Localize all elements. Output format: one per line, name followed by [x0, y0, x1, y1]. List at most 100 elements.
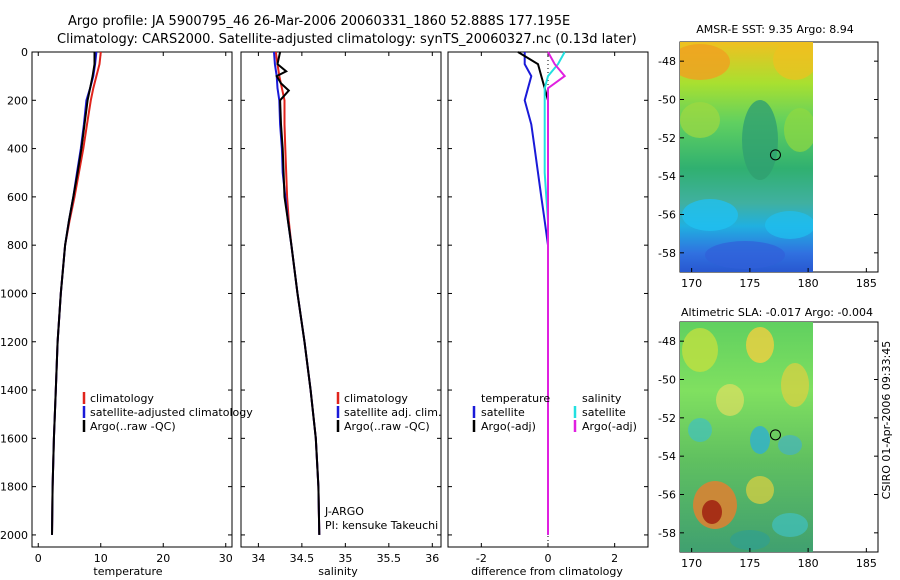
- temperature-legend: climatology satellite-adjusted climatolo…: [82, 392, 253, 433]
- temperature-xlabel: temperature: [93, 565, 162, 578]
- x-tick-label: 34: [251, 552, 265, 565]
- x-tick-label: -2: [476, 552, 487, 565]
- sla-low-patch: [688, 418, 712, 442]
- y-tick-label: -52: [658, 132, 676, 145]
- salinity-ticks: 34 34.5 35 35.5 36: [241, 51, 441, 565]
- sst-patch: [680, 102, 720, 138]
- series-line-argo-adj-temperature-: [517, 51, 549, 535]
- y-tick-label: 1200: [0, 336, 28, 349]
- difference-lines: [517, 51, 567, 547]
- sst-cold-patch: [705, 241, 785, 269]
- x-tick-label: 2: [611, 552, 618, 565]
- x-tick-label: 34.5: [290, 552, 315, 565]
- y-tick-label: 1400: [0, 384, 28, 397]
- legend-label-sal-argo: Argo(-adj): [582, 420, 637, 433]
- header-title: Argo profile: JA 5900795_46 26-Mar-2006 …: [68, 14, 570, 29]
- sla-low-patch: [778, 435, 802, 455]
- legend-label-satellite: satellite adj. clim.: [344, 406, 441, 419]
- series-line-argo-adj-salinity-: [547, 51, 567, 535]
- x-tick-label: 36: [425, 552, 439, 565]
- y-tick-label: 400: [7, 143, 28, 156]
- x-tick-label: 30: [219, 552, 233, 565]
- sst-map-title: AMSR-E SST: 9.35 Argo: 8.94: [696, 23, 854, 36]
- sst-map-ticks: 170 175 180 185 -48 -50 -52 -54 -56 -58: [658, 55, 878, 290]
- csiro-timestamp: CSIRO 01-Apr-2006 09:33:45: [880, 341, 893, 500]
- series-line-argo-raw-qc-: [51, 52, 96, 535]
- x-tick-label: 35.5: [377, 552, 402, 565]
- y-tick-label: 200: [7, 94, 28, 107]
- legend-label-temp-argo: Argo(-adj): [481, 420, 536, 433]
- series-line-argo-raw-qc-: [275, 51, 321, 535]
- x-tick-label: 180: [798, 557, 819, 570]
- series-line-climatology: [51, 51, 102, 535]
- argo-position-marker: [769, 429, 781, 441]
- x-tick-label: 170: [681, 557, 702, 570]
- series-line-satellite-adjusted-climatology: [51, 51, 98, 535]
- legend-label-argo: Argo(..raw -QC): [90, 420, 176, 433]
- difference-ticks: -2 0 2: [448, 51, 648, 565]
- sst-cold-patch: [682, 199, 738, 231]
- y-tick-label: -58: [658, 247, 676, 260]
- y-tick-label: 1600: [0, 432, 28, 445]
- y-tick-label: 600: [7, 191, 28, 204]
- sst-map-field: [680, 42, 813, 272]
- legend-label-temp-satellite: satellite: [481, 406, 525, 419]
- sst-warm-patch: [773, 42, 813, 80]
- sla-patch: [746, 476, 774, 504]
- x-tick-label: 175: [739, 277, 760, 290]
- x-tick-label: 0: [35, 552, 42, 565]
- sla-high-patch: [702, 500, 722, 524]
- sst-patch: [784, 108, 813, 152]
- y-tick-label: -52: [658, 412, 676, 425]
- salinity-legend: climatology satellite adj. clim. Argo(..…: [336, 392, 441, 433]
- sla-patch: [730, 530, 770, 550]
- legend-title-salinity: salinity: [582, 392, 622, 405]
- salinity-xlabel: salinity: [318, 565, 358, 578]
- y-tick-label: -56: [658, 209, 676, 222]
- sla-patch: [682, 328, 718, 372]
- y-tick-label: -48: [658, 335, 676, 348]
- y-tick-label: -48: [658, 55, 676, 68]
- y-tick-label: 0: [21, 46, 28, 59]
- sla-map-title: Altimetric SLA: -0.017 Argo: -0.004: [681, 306, 873, 319]
- sla-patch: [716, 384, 744, 416]
- sst-warm-patch: [680, 44, 730, 80]
- x-tick-label: 180: [798, 277, 819, 290]
- legend-label-satellite: satellite-adjusted climatology: [90, 406, 253, 419]
- header-subtitle: Climatology: CARS2000. Satellite-adjuste…: [57, 32, 637, 47]
- difference-xlabel: difference from climatology: [471, 565, 623, 578]
- sla-low-patch: [750, 426, 770, 454]
- legend-label-argo: Argo(..raw -QC): [344, 420, 430, 433]
- x-tick-label: 185: [856, 277, 877, 290]
- temperature-axes: [31, 51, 233, 548]
- sst-cold-patch: [765, 211, 813, 239]
- x-tick-label: 35: [338, 552, 352, 565]
- x-tick-label: 20: [156, 552, 170, 565]
- x-tick-label: 10: [94, 552, 108, 565]
- y-tick-label: -50: [658, 94, 676, 107]
- pi-label: PI: kensuke Takeuchi: [325, 519, 438, 532]
- y-tick-label: -54: [658, 450, 676, 463]
- temperature-lines: [51, 51, 102, 535]
- y-tick-label: -50: [658, 374, 676, 387]
- x-tick-label: 175: [739, 557, 760, 570]
- x-tick-label: 0: [545, 552, 552, 565]
- sla-low-patch: [772, 513, 808, 537]
- y-tick-label: -56: [658, 489, 676, 502]
- y-tick-label: 2000: [0, 529, 28, 542]
- salinity-lines: [273, 51, 321, 535]
- y-tick-label: -58: [658, 527, 676, 540]
- jargo-label: J-ARGO: [324, 505, 364, 518]
- salinity-axes: [240, 51, 442, 548]
- argo-position-marker: [769, 149, 781, 161]
- legend-title-temperature: temperature: [481, 392, 550, 405]
- temperature-ticks: 0 200 400 600 800 1000 1200 1400 1600 1800 2000 0 10…: [0, 46, 233, 565]
- y-tick-label: -54: [658, 170, 676, 183]
- x-tick-label: 170: [681, 277, 702, 290]
- x-tick-label: 185: [856, 557, 877, 570]
- sla-map-ticks: 170 175 180 185 -48 -50 -52 -54 -56 -58: [658, 335, 878, 570]
- y-tick-label: 800: [7, 239, 28, 252]
- legend-label-sal-satellite: satellite: [582, 406, 626, 419]
- sst-cool-tongue: [742, 100, 778, 180]
